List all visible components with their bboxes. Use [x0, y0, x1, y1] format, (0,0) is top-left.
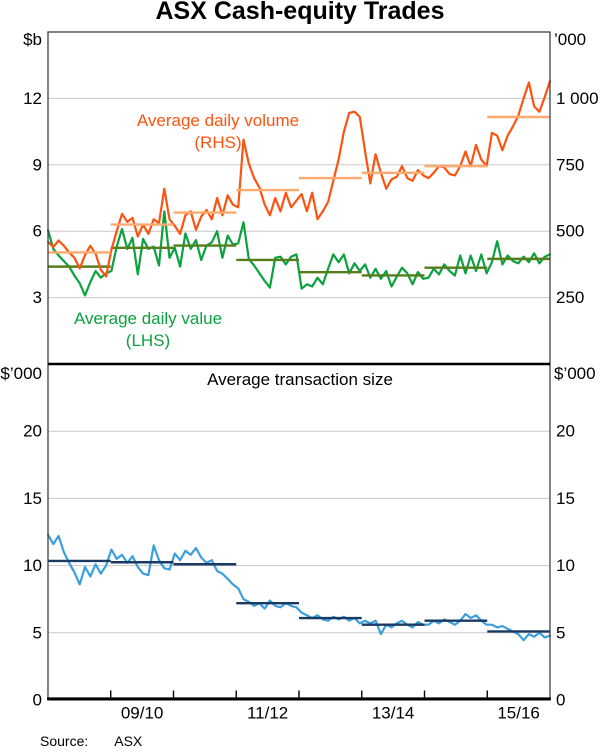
ytick-label-left: 0	[33, 691, 42, 710]
ytick-label-right: 5	[556, 623, 565, 642]
xtick-label: 13/14	[372, 704, 415, 723]
ytick-label-right: 0	[556, 691, 565, 710]
ytick-label-left: 15	[23, 489, 42, 508]
xtick-label: 09/10	[121, 704, 164, 723]
ytick-label-left: 9	[33, 155, 42, 174]
ytick-label-right: 1 000	[556, 89, 599, 108]
bottom-right-axis-unit: $’000	[554, 364, 596, 383]
ytick-label-right: 750	[556, 155, 584, 174]
ytick-label-left: 5	[33, 623, 42, 642]
value-series-label-line1: Average daily value	[73, 309, 223, 328]
xtick-label: 11/12	[247, 704, 288, 723]
ytick-label-left: 6	[33, 222, 42, 241]
transaction-line	[46, 533, 552, 642]
ytick-label-right: 250	[556, 288, 584, 307]
ytick-label-right: 500	[556, 222, 584, 241]
xtick-label: 15/16	[497, 704, 540, 723]
ytick-label-left: 10	[23, 556, 42, 575]
volume-series-label-line2: (RHS)	[194, 133, 242, 152]
ytick-label-right: 20	[556, 422, 575, 441]
top-left-axis-unit: $b	[23, 30, 42, 49]
source-row: Source: ASX	[40, 733, 142, 749]
ytick-label-left: 20	[23, 422, 42, 441]
ytick-label-left: 3	[33, 288, 42, 307]
ytick-label-right: 10	[556, 556, 575, 575]
bottom-left-axis-unit: $’000	[0, 364, 42, 383]
value-series-label-line2: (LHS)	[125, 331, 171, 350]
source-label: Source:	[40, 733, 89, 749]
volume-line	[46, 79, 552, 278]
volume-series-label: Average daily volume (RHS)	[108, 110, 328, 154]
source-value: ASX	[114, 733, 143, 749]
volume-series-label-line1: Average daily volume	[136, 111, 300, 130]
chart-title: ASX Cash-equity Trades	[155, 0, 445, 25]
ytick-label-right: 15	[556, 489, 575, 508]
bottom-panel-title: Average transaction size	[207, 370, 393, 389]
top-right-axis-unit: ’000	[554, 30, 587, 49]
value-series-label: Average daily value (LHS)	[38, 308, 258, 352]
ytick-label-left: 12	[23, 89, 42, 108]
